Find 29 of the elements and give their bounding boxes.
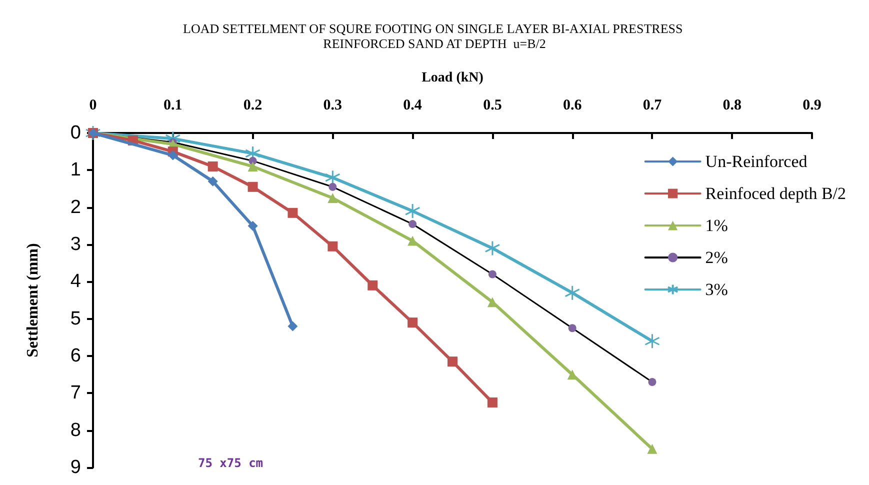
y-tick-label: 0 <box>70 122 81 144</box>
legend-label: 3% <box>705 280 728 299</box>
x-tick-label: 0.2 <box>243 98 262 114</box>
annotation: 75 x75 cm <box>198 456 264 470</box>
chart-title: LOAD SETTELMENT OF SQURE FOOTING ON SINGLE LAYER BI-AXIAL PRESTRESS REINFORCED SAND AT DEPTH u=B/2 <box>183 21 686 51</box>
y-tick-label: 5 <box>70 308 81 330</box>
y-axis-title: Settlement (mm) <box>24 243 42 358</box>
y-tick-label: 3 <box>70 234 81 255</box>
x-tick-label: 0.9 <box>802 98 822 114</box>
x-tick-label: 0.6 <box>562 98 582 114</box>
x-tick-label: 0.1 <box>164 98 182 114</box>
x-tick-label: 0.8 <box>722 98 742 114</box>
legend-label: Reinfoced depth B/2 <box>705 184 846 203</box>
x-tick-label: 0.3 <box>323 98 342 114</box>
y-tick-label: 8 <box>70 420 81 441</box>
y-tick-label: 4 <box>70 271 82 292</box>
y-tick-label: 7 <box>70 382 81 404</box>
x-tick-label: 0.7 <box>642 98 662 114</box>
legend-label: 1% <box>705 216 728 235</box>
y-tick-label: 2 <box>70 196 81 218</box>
legend-label: Un-Reinforced <box>705 152 808 171</box>
y-tick-label: 6 <box>70 346 81 366</box>
x-tick-label: 0.4 <box>403 98 422 114</box>
y-tick-label: 1 <box>70 160 81 181</box>
legend-label: 2% <box>705 248 728 267</box>
x-tick-label: 0.5 <box>483 98 502 114</box>
x-axis-title: Load (kN) <box>422 70 484 86</box>
x-tick-label: 0 <box>89 98 97 114</box>
y-tick-label: 9 <box>70 457 81 478</box>
